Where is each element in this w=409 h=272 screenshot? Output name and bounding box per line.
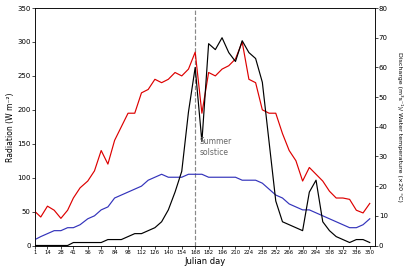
Y-axis label: Radiation (W m⁻²): Radiation (W m⁻²)	[6, 92, 15, 162]
X-axis label: Julian day: Julian day	[184, 257, 225, 267]
Text: Summer
solstice: Summer solstice	[200, 137, 232, 157]
Y-axis label: Discharge (m³s⁻¹)/ Water temperature (×20 °C): Discharge (m³s⁻¹)/ Water temperature (×2…	[398, 52, 403, 202]
